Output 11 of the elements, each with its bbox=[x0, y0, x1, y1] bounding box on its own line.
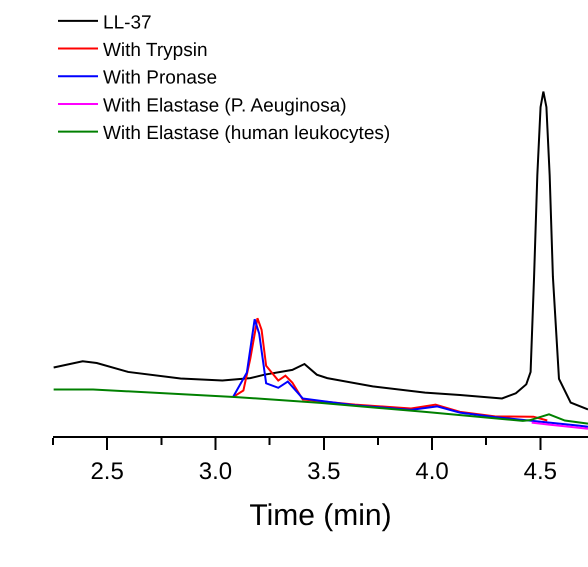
legend-label: With Elastase (P. Aeuginosa) bbox=[103, 95, 347, 116]
legend-label: With Trypsin bbox=[103, 40, 208, 61]
x-tick-label: 3.5 bbox=[307, 458, 340, 485]
legend-label: With Elastase (human leukocytes) bbox=[103, 123, 390, 144]
x-tick-label: 4.0 bbox=[415, 458, 449, 485]
x-tick-label: 4.5 bbox=[524, 458, 558, 485]
x-tick-label: 3.0 bbox=[198, 458, 232, 485]
legend-label: With Pronase bbox=[103, 68, 218, 89]
x-tick-label: 2.5 bbox=[90, 458, 124, 485]
x-axis-title: Time (min) bbox=[249, 498, 392, 532]
legend-label: LL-37 bbox=[103, 12, 152, 34]
